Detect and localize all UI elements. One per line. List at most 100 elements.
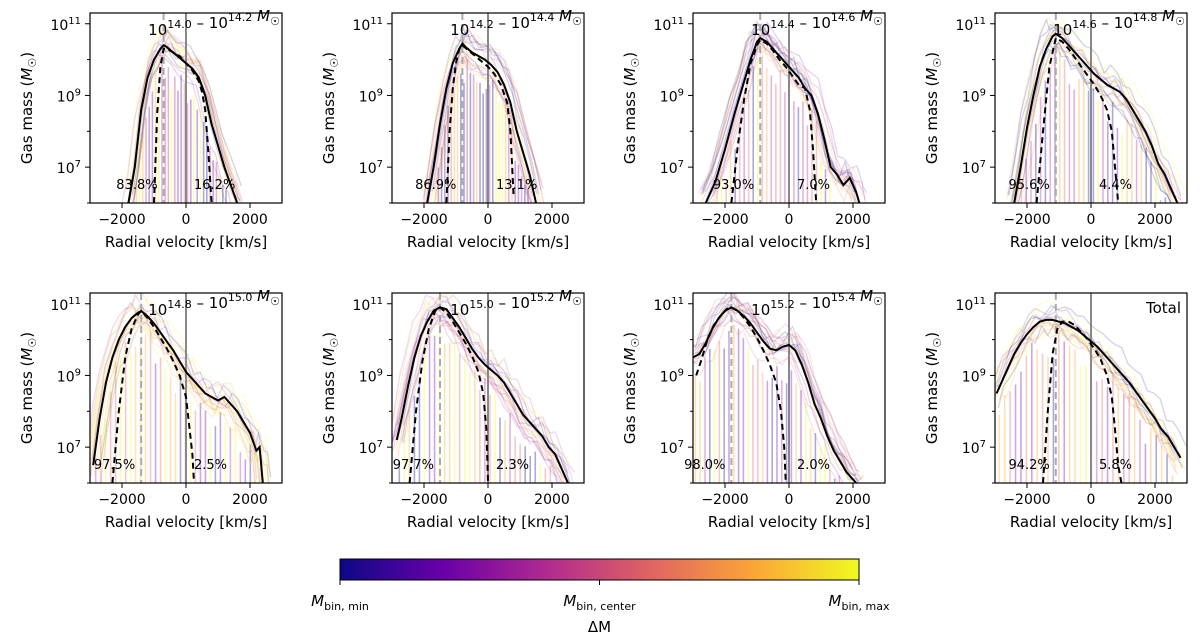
series-total [92,309,264,483]
ensemble-curve [132,35,243,202]
panel-plot-area [995,293,1187,483]
ensemble-curve [1009,34,1172,203]
series-total [704,36,861,203]
y-tick-label: 1011 [653,296,684,314]
outflow-percent: 4.4% [1099,178,1132,193]
outflow-percent: 2.5% [194,458,227,473]
series-main [408,306,489,483]
x-tick-label: 2000 [232,492,268,508]
ensemble-curve [1013,21,1178,196]
x-tick-label: −2000 [98,492,145,508]
y-tick-label: 107 [359,159,383,177]
colorbar-tick-label-min: Mbin, min [311,592,369,613]
ensemble-curve [429,31,540,195]
outflow-percent: 2.3% [496,458,529,473]
ensemble-curve [90,307,256,483]
panel-plot-area [421,13,545,203]
y-axis-label: Gas mass (M☉) [320,332,341,444]
panel-2: 86.9% 13.1% 107 109 1011 −2000 0 2000 Radial vel… [320,7,585,251]
ensemble-curve [392,308,565,479]
infall-percent: 95.6% [1008,178,1049,193]
y-axis-label: Gas mass (M☉) [621,332,642,444]
ensemble-curve [97,327,267,483]
ensemble-curve [995,318,1177,468]
ensemble-curve [701,21,857,202]
x-tick-label: −2000 [98,212,145,228]
ensemble-curve [1021,17,1186,194]
y-tick-label: 1011 [653,16,684,34]
ensemble-curve [700,23,856,193]
outflow-percent: 16.2% [194,178,235,193]
ensemble-curve [431,27,542,192]
x-tick-label: 2000 [232,212,268,228]
ensemble-curve [432,20,543,186]
ensemble-curve [397,293,571,465]
panel-plot-area [697,13,868,203]
y-tick-label: 109 [660,367,684,385]
y-tick-label: 109 [57,367,81,385]
ensemble-curve [995,299,1180,443]
x-axis-label: Radial velocity [km/s] [708,233,870,251]
panel-7: 98.0% 2.0% 107 109 1011 −2000 0 2000 Radial velo… [621,287,886,531]
x-axis-label: Radial velocity [km/s] [105,233,267,251]
ensemble-curve [995,323,1174,464]
series-main [730,38,818,203]
ensemble-curve [90,302,259,471]
ensemble-curve [712,21,868,194]
x-tick-label: 0 [484,492,493,508]
y-tick-label: 109 [962,367,986,385]
ensemble-curve [697,31,853,200]
infall-percent: 97.5% [94,458,135,473]
ensemble-curve [995,322,1176,462]
ensemble-curve [1001,304,1187,446]
ensemble-curve [90,309,261,483]
ensemble-curve [129,56,236,203]
series-main [1042,320,1123,483]
ensemble-curve [699,319,852,483]
ensemble-curve [124,28,235,187]
ensemble-curve [434,34,545,203]
ensemble-curve [396,310,569,483]
x-axis-label: Radial velocity [km/s] [708,513,870,531]
panel-plot-area [90,293,272,483]
ensemble-curve [1007,18,1172,196]
ensemble-curve [429,53,533,203]
y-axis-label: Gas mass (M☉) [923,52,944,164]
panel-title: 1014.6 – 1014.8 M☉ [1053,7,1185,39]
ensemble-curve [425,50,532,203]
ensemble-curve [700,35,853,203]
y-axis-label: Gas mass (M☉) [18,52,39,164]
y-tick-label: 1011 [50,16,81,34]
panel-plot-area [693,293,865,483]
series-main [445,43,515,203]
ensemble-curve [396,294,569,475]
x-tick-label: 0 [1087,492,1096,508]
ensemble-curve [421,35,532,195]
series-main [111,309,195,483]
ensemble-curve [1014,39,1172,203]
x-tick-label: 0 [785,492,794,508]
y-tick-label: 1011 [352,296,383,314]
ensemble-curve [129,46,237,203]
colorbar-tick-label-max: Mbin, max [829,592,890,613]
ensemble-curve [423,54,530,203]
ensemble-curve [92,293,264,467]
ensemble-curve [93,321,264,483]
ensemble-curve [696,296,860,472]
ensemble-curve [1012,26,1177,198]
x-tick-label: −2000 [400,212,447,228]
infall-percent: 93.0% [713,178,754,193]
panel-1: 83.8% 16.2% 107 109 1011 −2000 0 2000 Radial vel… [18,7,283,251]
y-tick-label: 109 [359,367,383,385]
x-tick-label: −2000 [1003,212,1050,228]
x-tick-label: 0 [785,212,794,228]
ensemble-curve [700,26,855,196]
ensemble-curve [997,323,1184,468]
y-tick-label: 107 [359,439,383,457]
ensemble-curve [694,306,857,483]
x-tick-label: 2000 [1137,212,1173,228]
y-axis-label: Gas mass (M☉) [320,52,341,164]
ensemble-curve [398,301,571,483]
x-tick-label: 2000 [1137,492,1173,508]
